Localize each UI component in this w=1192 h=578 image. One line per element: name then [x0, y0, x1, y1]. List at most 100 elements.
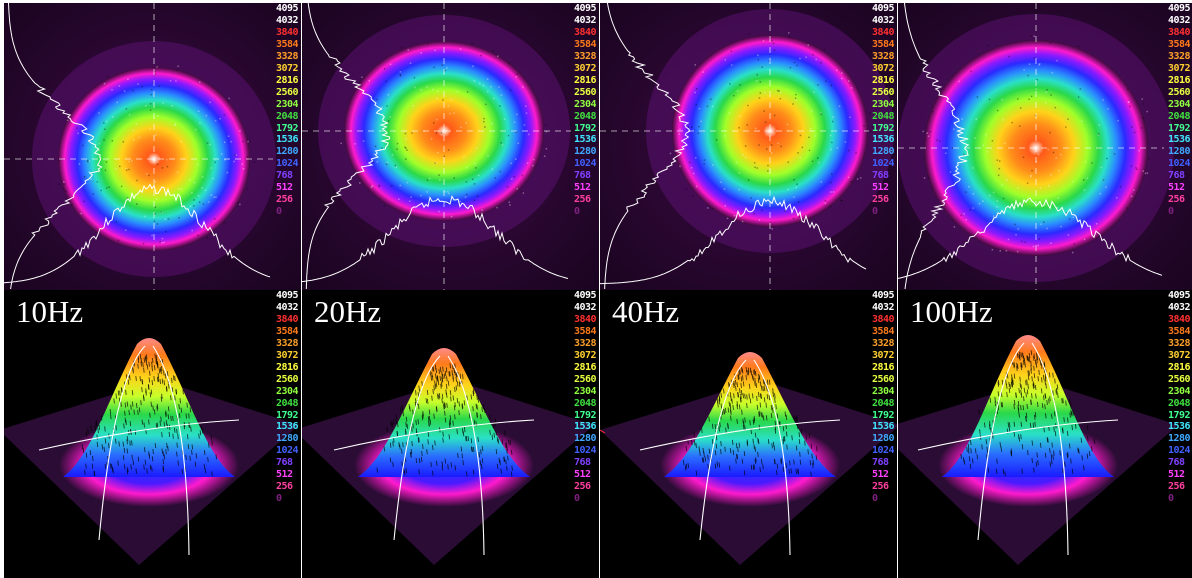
scale-tick: 2816 [276, 361, 299, 373]
scale-tick: 1280 [872, 433, 895, 445]
scale-tick: 512 [574, 469, 591, 481]
scale-tick: 4095 [872, 290, 895, 301]
scale-tick: 3584 [872, 38, 895, 50]
scale-tick: 2048 [872, 397, 895, 409]
scale-tick: 4032 [872, 301, 895, 313]
scale-tick: 4032 [574, 14, 597, 26]
frequency-label: 20Hz [314, 294, 382, 329]
scale-tick: 3584 [1168, 38, 1191, 50]
scale-tick: 1024 [276, 445, 299, 457]
scale-tick: 2048 [1168, 397, 1191, 409]
scale-tick: 2304 [574, 385, 597, 397]
surface-plot [898, 290, 1192, 578]
scale-tick: 2560 [872, 373, 895, 385]
scale-tick: 512 [574, 182, 591, 194]
scale-tick: 0 [872, 206, 878, 218]
scale-tick: 1024 [574, 445, 597, 457]
scale-tick: 2560 [276, 86, 299, 98]
scale-tick: 3328 [1168, 337, 1191, 349]
frequency-label: 100Hz [910, 294, 993, 329]
scale-tick: 1280 [276, 433, 299, 445]
scale-tick: 1536 [1168, 134, 1191, 146]
scale-tick: 1792 [872, 122, 895, 134]
beam-profile-figure: 4095 4032 3840 3584 3328 3072 2816 2560 2304 2048… [4, 3, 1192, 578]
scale-tick: 0 [276, 493, 282, 505]
scale-tick: 3584 [574, 325, 597, 337]
scale-tick: 2048 [574, 397, 597, 409]
scale-tick: 1280 [1168, 146, 1191, 158]
scale-tick: 3840 [1168, 313, 1191, 325]
scale-tick: 2560 [574, 86, 597, 98]
scale-tick: 1792 [276, 409, 299, 421]
scale-tick: 3072 [276, 349, 299, 361]
scale-tick: 2816 [574, 361, 597, 373]
scale-tick: 768 [1168, 170, 1185, 182]
scale-tick: 0 [276, 206, 282, 218]
scale-tick: 3328 [1168, 50, 1191, 62]
scale-tick: 3840 [872, 26, 895, 38]
scale-tick: 256 [574, 481, 591, 493]
scale-tick: 0 [1168, 206, 1174, 218]
scale-tick: 2048 [276, 110, 299, 122]
scale-tick: 3840 [276, 26, 299, 38]
scale-tick: 3072 [276, 62, 299, 74]
scale-tick: 2560 [872, 86, 895, 98]
scale-tick: 0 [1168, 493, 1174, 505]
scale-tick: 3328 [276, 337, 299, 349]
scale-tick: 3584 [276, 325, 299, 337]
scale-tick: 2048 [574, 110, 597, 122]
scale-tick: 512 [872, 469, 889, 481]
surface-plot [600, 290, 897, 578]
scale-tick: 1280 [276, 146, 299, 158]
scale-tick: 4095 [574, 3, 597, 14]
scale-tick: 4032 [276, 14, 299, 26]
scale-tick: 2304 [1168, 98, 1191, 110]
scale-tick: 2816 [872, 361, 895, 373]
scale-tick: 1792 [1168, 122, 1191, 134]
scale-tick: 0 [574, 493, 580, 505]
scale-tick: 2816 [1168, 361, 1191, 373]
scale-tick: 2048 [1168, 110, 1191, 122]
scale-tick: 3328 [872, 337, 895, 349]
scale-tick: 2816 [1168, 74, 1191, 86]
scale-tick: 256 [1168, 194, 1185, 206]
color-scale: 4095 4032 3840 3584 3328 3072 2816 2560 2304 2048… [1168, 290, 1192, 505]
scale-tick: 3584 [1168, 325, 1191, 337]
scale-tick: 0 [872, 493, 878, 505]
scale-tick: 3584 [872, 325, 895, 337]
scale-tick: 768 [872, 170, 889, 182]
scale-tick: 256 [276, 194, 293, 206]
scale-tick: 768 [276, 457, 293, 469]
scale-tick: 768 [574, 457, 591, 469]
scale-tick: 3072 [872, 62, 895, 74]
scale-tick: 768 [1168, 457, 1185, 469]
scale-tick: 1792 [574, 409, 597, 421]
scale-tick: 4095 [872, 3, 895, 14]
scale-tick: 512 [872, 182, 889, 194]
3d-beam-profile-10hz: 10Hz 4095 4032 3840 3584 3328 3072 2816 2560 230… [4, 290, 301, 578]
scale-tick: 1536 [872, 134, 895, 146]
top-beam-profile-20hz: 4095 4032 3840 3584 3328 3072 2816 2560 2304 2048… [302, 3, 599, 290]
scale-tick: 2560 [1168, 86, 1191, 98]
scale-tick: 4032 [574, 301, 597, 313]
scale-tick: 2560 [574, 373, 597, 385]
scale-tick: 4032 [872, 14, 895, 26]
scale-tick: 1536 [574, 134, 597, 146]
3d-beam-profile-20hz: 20Hz 4095 4032 3840 3584 3328 3072 2816 2560 230… [302, 290, 599, 578]
scale-tick: 3840 [872, 313, 895, 325]
scale-tick: 1280 [574, 433, 597, 445]
scale-tick: 256 [872, 481, 889, 493]
scale-tick: 2816 [872, 74, 895, 86]
scale-tick: 2304 [276, 385, 299, 397]
scale-tick: 256 [1168, 481, 1185, 493]
scale-tick: 1792 [1168, 409, 1191, 421]
scale-tick: 768 [276, 170, 293, 182]
scale-tick: 1280 [574, 146, 597, 158]
intensity-map [302, 3, 599, 290]
scale-tick: 1280 [1168, 433, 1191, 445]
scale-tick: 768 [574, 170, 591, 182]
scale-tick: 1536 [276, 134, 299, 146]
scale-tick: 1792 [574, 122, 597, 134]
scale-tick: 512 [276, 182, 293, 194]
scale-tick: 2304 [1168, 385, 1191, 397]
